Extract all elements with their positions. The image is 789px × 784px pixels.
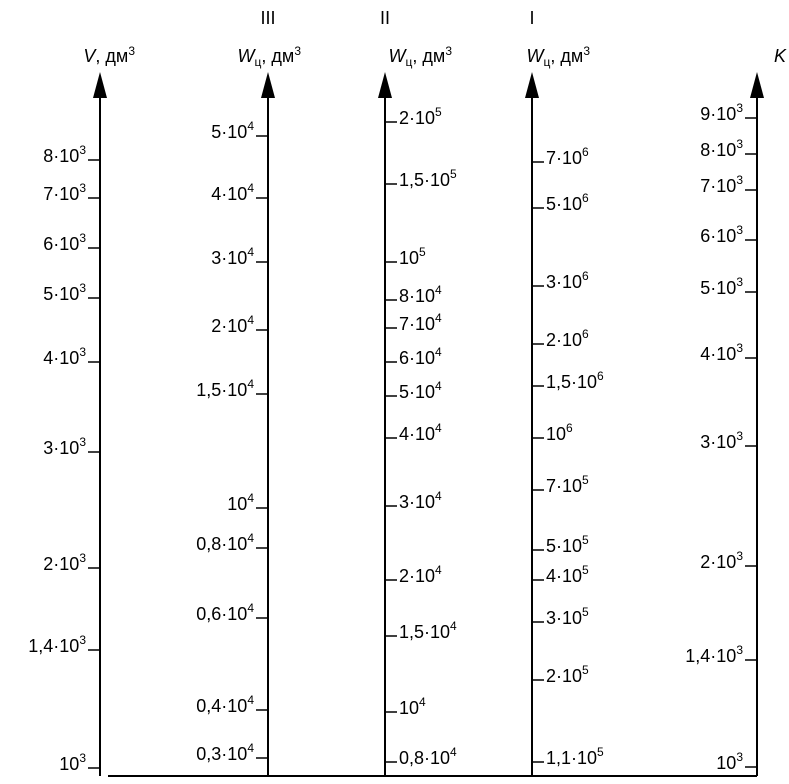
tick-label: 2·105 <box>546 663 589 686</box>
tick-label: 105 <box>399 245 426 268</box>
axis-numeral: I <box>529 8 534 28</box>
tick-label: 7·103 <box>700 173 743 196</box>
tick-label: 3·103 <box>700 429 743 452</box>
arrow-up-icon <box>750 72 764 98</box>
tick-label: 1,4·103 <box>685 643 743 666</box>
tick-label: 7·103 <box>43 181 86 204</box>
tick-label: 2·106 <box>546 327 589 350</box>
tick-label: 5·104 <box>211 119 254 142</box>
tick-label: 1,5·106 <box>546 369 604 392</box>
tick-label: 6·103 <box>700 223 743 246</box>
tick-label: 6·104 <box>399 345 442 368</box>
tick-label: 3·104 <box>399 489 442 512</box>
tick-label: 5·106 <box>546 191 589 214</box>
axis-V: V, дм3 103 1,4·103 2·103 3·103 4·103 5·103 6·10… <box>28 44 135 776</box>
arrow-up-icon <box>525 72 539 98</box>
tick-label: 2·103 <box>43 551 86 574</box>
tick-label: 1,4·103 <box>28 633 86 656</box>
axis-title: Wц, дм3 <box>527 44 591 69</box>
tick-label: 8·103 <box>43 143 86 166</box>
tick-label: 4·103 <box>43 345 86 368</box>
axis-title: V, дм3 <box>83 44 135 66</box>
tick-label: 3·103 <box>43 435 86 458</box>
axis-numeral: II <box>380 8 390 28</box>
tick-label: 3·104 <box>211 245 254 268</box>
tick-label: 4·104 <box>211 181 254 204</box>
axis-numeral: III <box>260 8 275 28</box>
tick-label: 2·104 <box>399 563 442 586</box>
tick-label: 8·103 <box>700 137 743 160</box>
axis-K: K 103 1,4·103 2·103 3·103 4·103 5·103 6·103 7·10… <box>685 46 787 776</box>
tick-label: 5·105 <box>546 533 589 556</box>
tick-label: 2·105 <box>399 105 442 128</box>
tick-label: 4·103 <box>700 341 743 364</box>
tick-label: 7·104 <box>399 311 442 334</box>
tick-label: 104 <box>227 491 254 514</box>
tick-label: 0,8·104 <box>196 531 254 554</box>
tick-label: 0,4·104 <box>196 693 254 716</box>
tick-label: 3·105 <box>546 605 589 628</box>
tick-label: 4·104 <box>399 421 442 444</box>
axis-W1: I Wц, дм3 1,1·105 2·105 3·105 4·105 5·105 7·105… <box>525 8 604 776</box>
tick-label: 4·105 <box>546 563 589 586</box>
tick-label: 2·104 <box>211 313 254 336</box>
tick-label: 106 <box>546 421 573 444</box>
arrow-up-icon <box>261 72 275 98</box>
tick-label: 5·104 <box>399 379 442 402</box>
tick-label: 9·103 <box>700 101 743 124</box>
tick-label: 6·103 <box>43 231 86 254</box>
tick-label: 5·103 <box>700 275 743 298</box>
arrow-up-icon <box>93 72 107 98</box>
tick-label: 1,5·105 <box>399 167 457 190</box>
tick-label: 7·106 <box>546 145 589 168</box>
tick-label: 103 <box>59 751 86 774</box>
tick-label: 2·103 <box>700 549 743 572</box>
axis-W2: II Wц, дм3 0,8·104 104 1,5·104 2·104 3·104 4·10… <box>378 8 457 776</box>
tick-label: 8·104 <box>399 283 442 306</box>
axis-W3: III Wц, дм3 0,3·104 0,4·104 0,6·104 0,8·104 10… <box>196 8 301 776</box>
tick-label: 0,6·104 <box>196 601 254 624</box>
tick-label: 1,5·104 <box>399 619 457 642</box>
tick-label: 1,1·105 <box>546 745 604 768</box>
arrow-up-icon <box>378 72 392 98</box>
tick-label: 3·106 <box>546 269 589 292</box>
tick-label: 0,8·104 <box>399 745 457 768</box>
tick-label: 7·105 <box>546 473 589 496</box>
axis-title: Wц, дм3 <box>389 44 453 69</box>
tick-label: 103 <box>716 750 743 773</box>
tick-label: 5·103 <box>43 281 86 304</box>
tick-label: 0,3·104 <box>196 741 254 764</box>
axis-title: Wц, дм3 <box>238 44 302 69</box>
tick-label: 1,5·104 <box>196 377 254 400</box>
axis-title: K <box>774 46 787 66</box>
tick-label: 104 <box>399 695 426 718</box>
